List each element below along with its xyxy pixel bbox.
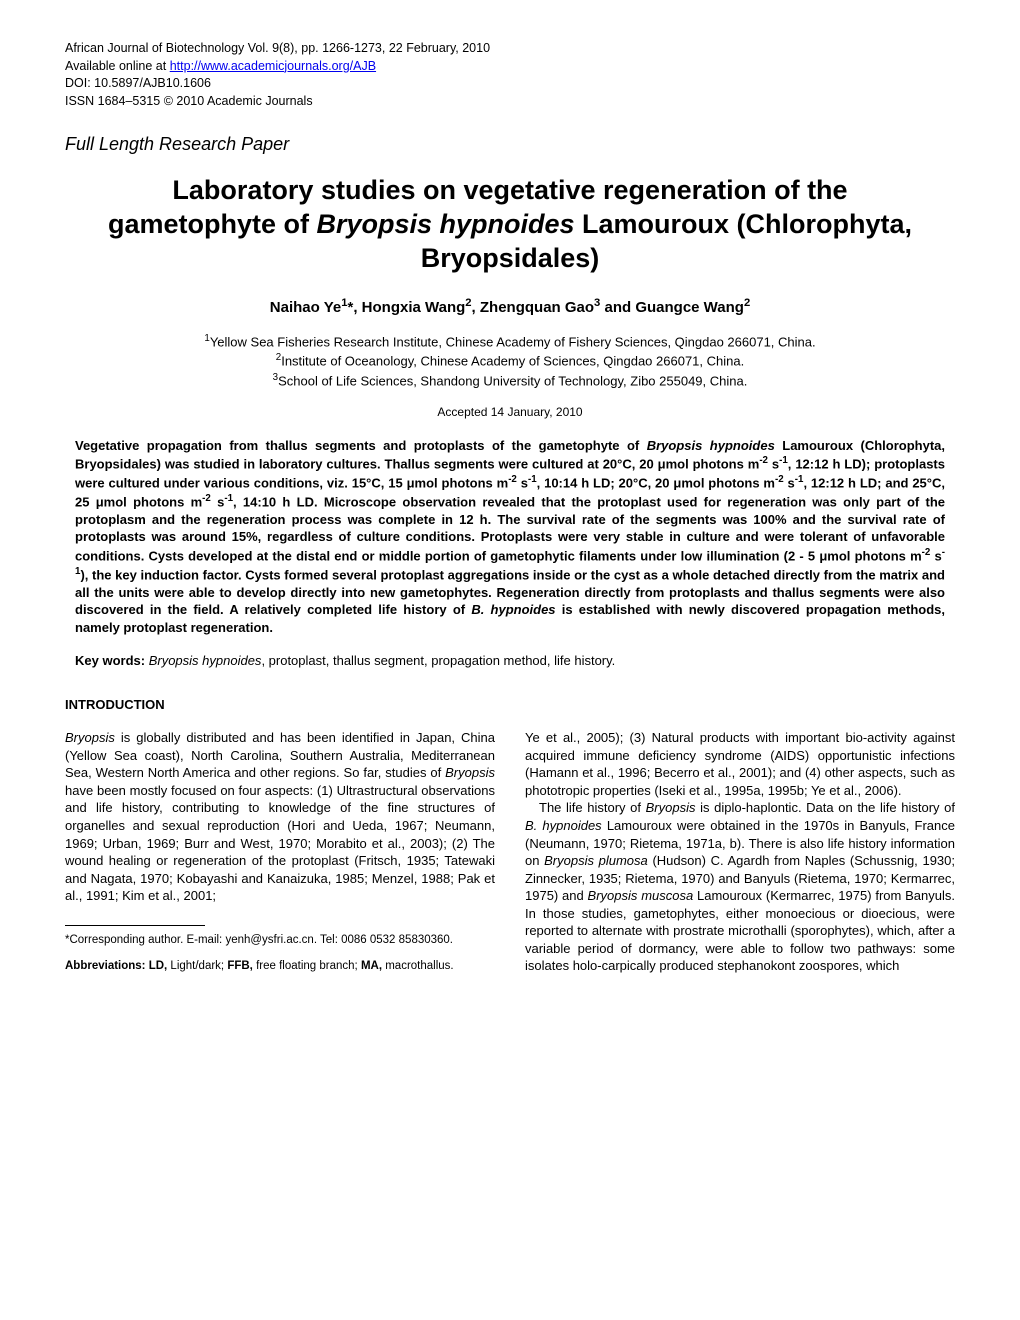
abstract: Vegetative propagation from thallus segm… <box>75 437 945 637</box>
accepted-date: Accepted 14 January, 2010 <box>65 404 955 420</box>
body-columns: Bryopsis is globally distributed and has… <box>65 729 955 975</box>
affiliations: 1Yellow Sea Fisheries Research Institute… <box>65 332 955 391</box>
footnote-separator <box>65 925 205 926</box>
issn: ISSN 1684–5315 © 2010 Academic Journals <box>65 93 955 111</box>
journal-citation: African Journal of Biotechnology Vol. 9(… <box>65 40 955 58</box>
doi: DOI: 10.5897/AJB10.1606 <box>65 75 955 93</box>
abbreviations-footnote: Abbreviations: LD, Light/dark; FFB, free… <box>65 958 495 974</box>
keywords: Key words: Bryopsis hypnoides, protoplas… <box>75 652 945 670</box>
intro-para-1: Bryopsis is globally distributed and has… <box>65 729 495 904</box>
right-column: Ye et al., 2005); (3) Natural products w… <box>525 729 955 975</box>
left-column: Bryopsis is globally distributed and has… <box>65 729 495 975</box>
author-list: Naihao Ye1*, Hongxia Wang2, Zhengquan Ga… <box>65 296 955 318</box>
article-title: Laboratory studies on vegetative regener… <box>95 174 925 275</box>
paper-type-label: Full Length Research Paper <box>65 132 955 156</box>
journal-header: African Journal of Biotechnology Vol. 9(… <box>65 40 955 110</box>
intro-para-1-cont: Ye et al., 2005); (3) Natural products w… <box>525 729 955 799</box>
introduction-heading: INTRODUCTION <box>65 696 955 714</box>
online-availability: Available online at http://www.academicj… <box>65 58 955 76</box>
corresponding-author-footnote: *Corresponding author. E-mail: yenh@ysfr… <box>65 932 495 948</box>
journal-url-link[interactable]: http://www.academicjournals.org/AJB <box>170 59 376 73</box>
intro-para-2: The life history of Bryopsis is diplo-ha… <box>525 799 955 974</box>
